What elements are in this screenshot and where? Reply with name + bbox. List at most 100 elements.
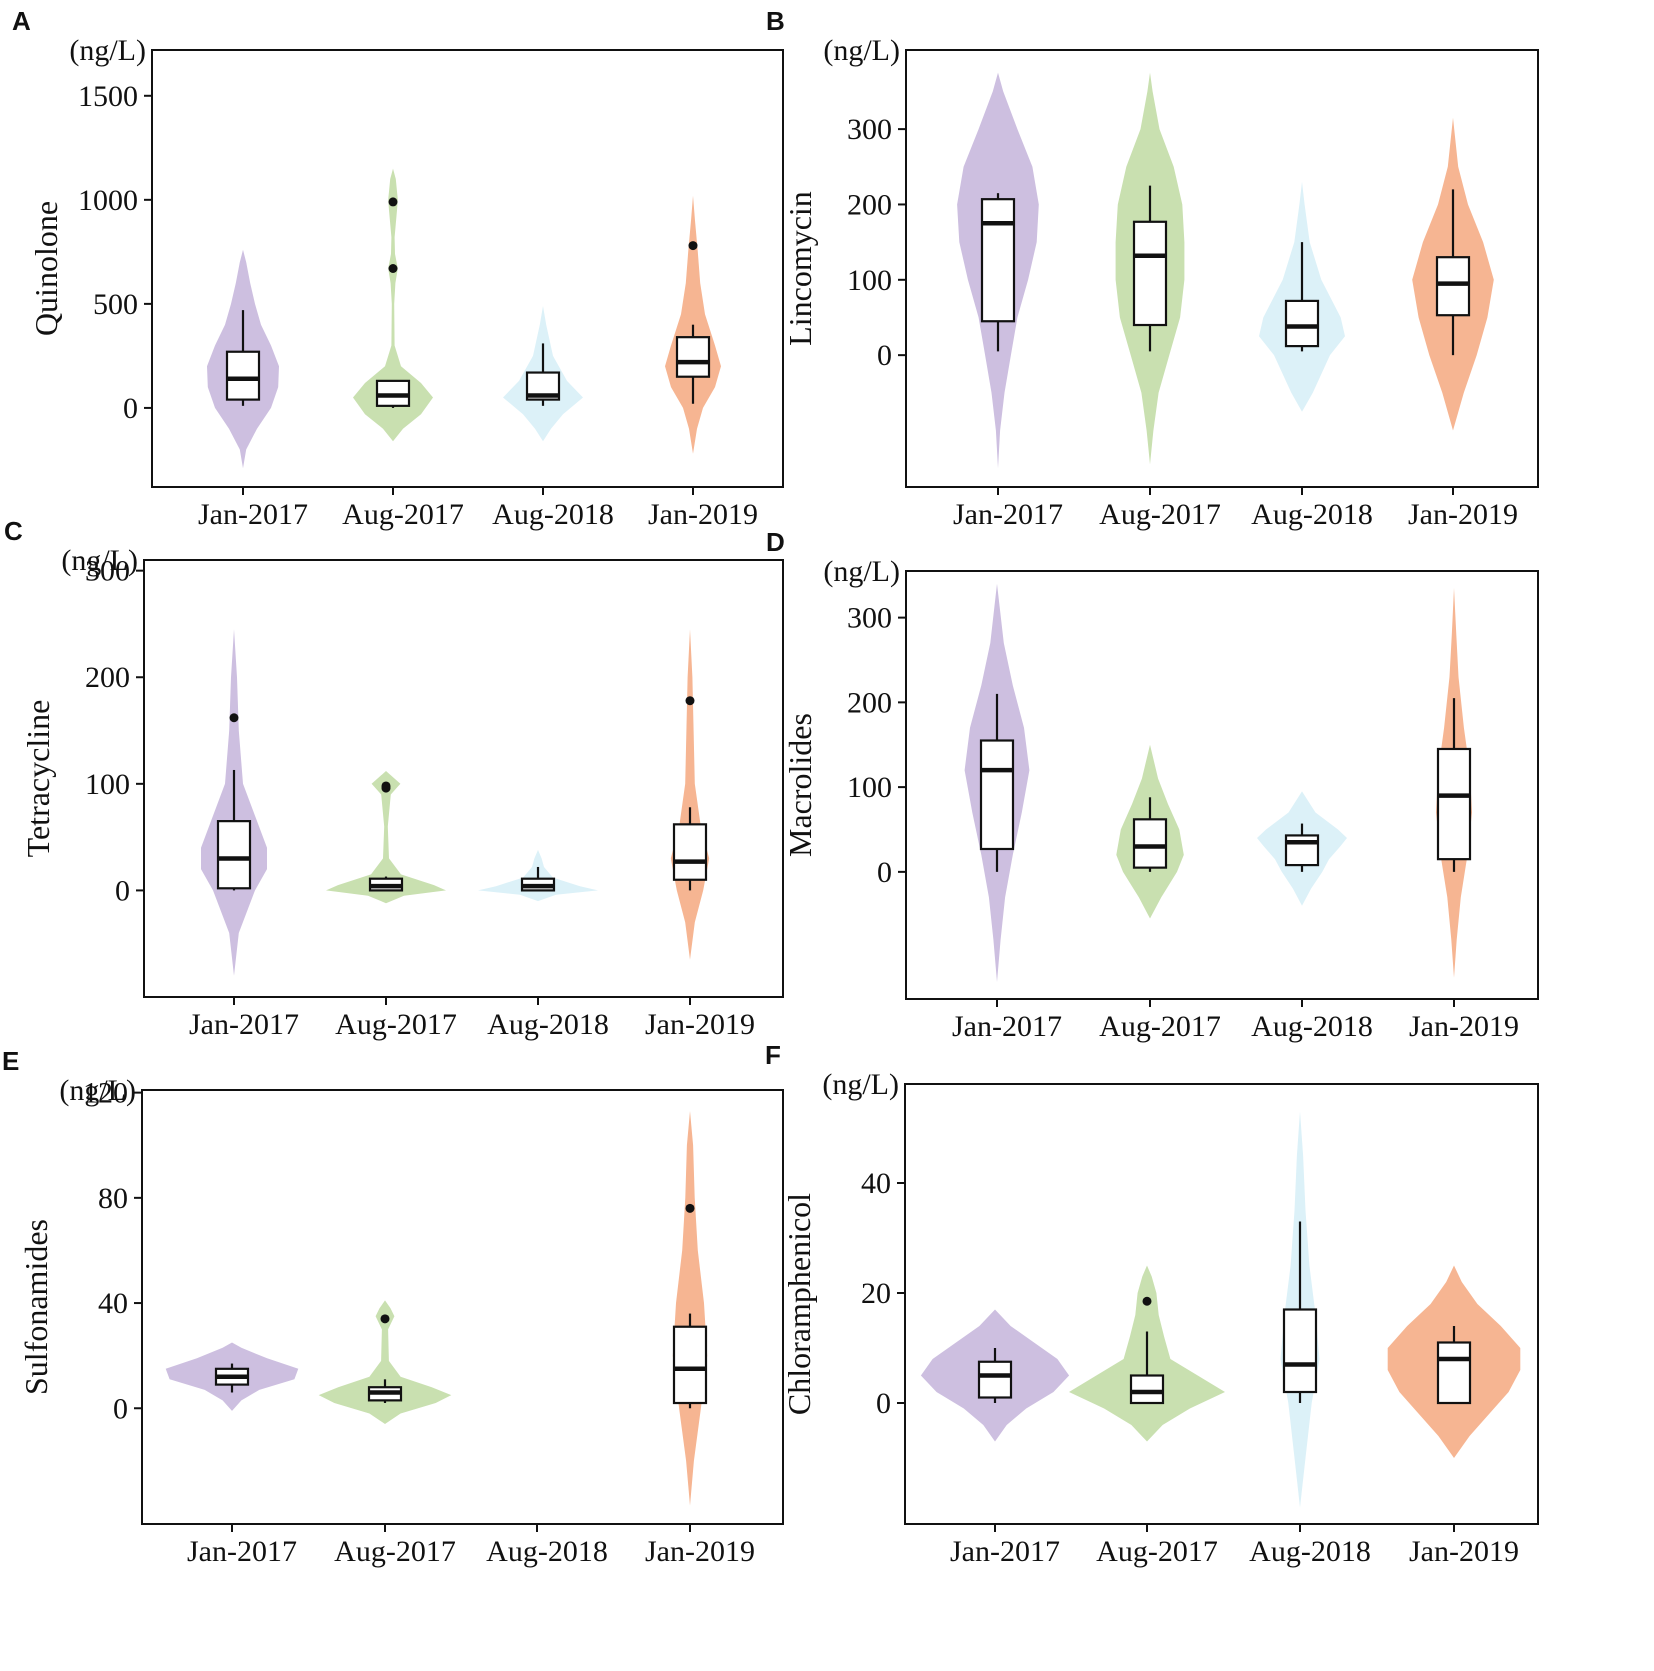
violin-aug-2017 <box>353 168 433 442</box>
panel-letter: A <box>12 6 31 36</box>
y-tick-label: 100 <box>847 264 892 297</box>
boxplot-aug-2018 <box>525 343 561 406</box>
panel-b: B (ng/L) 0 100 200 300 Lincomycin Jan-2017 Aug-2… <box>766 6 1539 531</box>
violin-jan-2019 <box>672 1111 708 1506</box>
y-axis-label: Macrolides <box>782 713 818 857</box>
boxplot-jan-2017 <box>980 193 1016 352</box>
y-tick-label: 0 <box>876 1387 891 1420</box>
y-axis-label: Sulfonamides <box>18 1219 54 1395</box>
y-tick-label: 200 <box>85 661 130 694</box>
x-tick-label: Aug-2018 <box>1251 1010 1373 1043</box>
panel-letter: E <box>2 1046 19 1076</box>
iqr-box <box>675 336 711 378</box>
outlier-point <box>1142 1296 1152 1306</box>
panel-letter: C <box>4 516 23 546</box>
boxplot-jan-2017 <box>216 769 252 891</box>
iqr-box <box>1129 1374 1165 1405</box>
outlier-point <box>388 264 398 273</box>
y-tick-label: 300 <box>85 555 130 588</box>
iqr-box <box>1132 220 1168 327</box>
x-tick-label: Jan-2017 <box>950 1535 1060 1568</box>
boxplot-aug-2017 <box>375 379 411 408</box>
plot-frame <box>905 49 1539 488</box>
y-tick-label: 300 <box>847 602 892 635</box>
x-tick-label: Aug-2018 <box>1251 498 1373 531</box>
boxplot-jan-2019 <box>1435 189 1471 356</box>
plot-frame <box>904 1083 1539 1525</box>
panel-c: C (ng/L) 0 100 200 300 Tetracycline Jan-2017 Aug… <box>4 516 784 1041</box>
boxplot-aug-2018 <box>1284 823 1320 872</box>
panel-letter: D <box>766 527 785 557</box>
plot-frame <box>141 1089 784 1525</box>
y-tick-label: 40 <box>861 1167 891 1200</box>
boxplot-jan-2019 <box>1436 1326 1472 1405</box>
violin-jan-2019 <box>670 629 710 960</box>
outlier-point <box>229 713 239 723</box>
x-tick-label: Jan-2019 <box>1408 498 1518 531</box>
boxplot-jan-2017 <box>977 1348 1013 1403</box>
iqr-box <box>1284 834 1320 867</box>
iqr-box <box>980 198 1016 323</box>
boxplot-aug-2017 <box>1132 185 1168 352</box>
boxplot-aug-2017 <box>367 1379 403 1404</box>
y-tick-label: 100 <box>85 768 130 801</box>
y-tick-label: 0 <box>123 392 138 425</box>
iqr-box <box>216 820 252 890</box>
x-tick-label: Aug-2017 <box>342 498 464 531</box>
iqr-box <box>225 350 261 401</box>
unit-label: (ng/L) <box>69 34 146 67</box>
boxplot-aug-2017 <box>1129 1331 1165 1405</box>
x-tick-label: Jan-2019 <box>648 498 758 531</box>
violin-aug-2017 <box>326 771 446 904</box>
x-tick-label: Aug-2017 <box>334 1535 456 1568</box>
panel-f: F (ng/L) 0 20 40 Chloramphenicol Jan-2017 Aug-2… <box>765 1040 1539 1568</box>
boxplot-jan-2017 <box>214 1363 250 1393</box>
unit-label: (ng/L) <box>823 34 900 67</box>
x-tick-label: Jan-2017 <box>189 1008 299 1041</box>
plot-frame <box>143 559 784 998</box>
iqr-box <box>1435 256 1471 317</box>
boxplot-aug-2017 <box>1132 797 1168 872</box>
y-axis-label: Quinolone <box>28 201 64 336</box>
x-tick-label: Aug-2017 <box>1096 1535 1218 1568</box>
x-tick-label: Jan-2017 <box>952 1010 1062 1043</box>
y-tick-label: 0 <box>877 339 892 372</box>
iqr-box <box>1284 299 1320 348</box>
outlier-point <box>380 1314 390 1324</box>
outlier-point <box>381 783 391 793</box>
panel-letter: B <box>766 6 785 36</box>
y-axis-label: Tetracycline <box>20 700 56 858</box>
x-tick-label: Jan-2017 <box>198 498 308 531</box>
y-axis-label: Chloramphenicol <box>781 1193 817 1415</box>
x-tick-label: Aug-2017 <box>1099 1010 1221 1043</box>
unit-label: (ng/L) <box>822 1068 899 1101</box>
panel-letter: F <box>765 1040 781 1070</box>
violin-aug-2017 <box>318 1300 452 1424</box>
panel-e: E (ng/L) 0 40 80 120 Sulfonamides Jan-2017 Aug-2… <box>2 1046 784 1568</box>
unit-label: (ng/L) <box>61 544 138 577</box>
panel-d: D (ng/L) 0 100 200 300 Macrolides Jan-2017 Aug-2… <box>766 527 1539 1043</box>
y-tick-label: 0 <box>115 874 130 907</box>
boxplot-jan-2019 <box>675 324 711 404</box>
y-tick-label: 200 <box>847 686 892 719</box>
y-tick-label: 100 <box>847 771 892 804</box>
boxplot-jan-2019 <box>672 807 708 891</box>
boxplot-aug-2018 <box>1282 1221 1318 1403</box>
boxplot-aug-2017 <box>368 876 404 892</box>
outlier-point <box>685 1203 695 1213</box>
plot-frame <box>905 570 1539 1000</box>
x-tick-label: Aug-2017 <box>1099 498 1221 531</box>
iqr-box <box>1132 818 1168 869</box>
x-tick-label: Jan-2017 <box>187 1535 297 1568</box>
y-tick-label: 0 <box>113 1392 128 1425</box>
x-tick-label: Aug-2018 <box>486 1535 608 1568</box>
iqr-box <box>1436 1341 1472 1405</box>
y-tick-label: 1500 <box>78 80 138 113</box>
x-tick-label: Jan-2019 <box>1409 1535 1519 1568</box>
unit-label: (ng/L) <box>823 555 900 588</box>
y-tick-label: 120 <box>83 1077 128 1110</box>
x-tick-label: Jan-2019 <box>645 1008 755 1041</box>
iqr-box <box>672 823 708 881</box>
panel-a: A (ng/L) 0 500 1000 1500 Quinolone Jan-2017 Aug-… <box>12 6 784 531</box>
